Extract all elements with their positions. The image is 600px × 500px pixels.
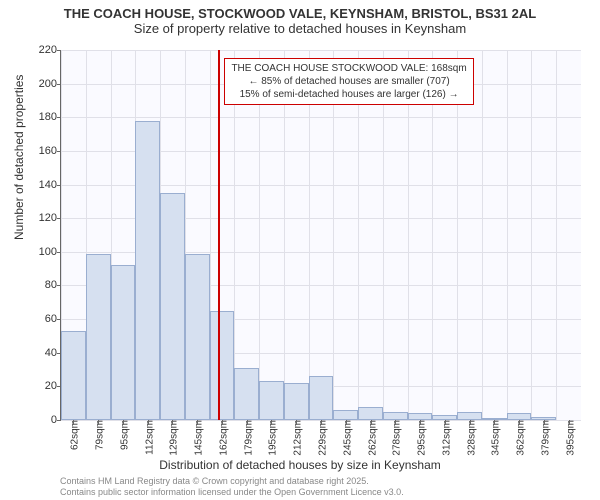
histogram-bar: [160, 193, 185, 420]
annotation-line3: 15% of semi-detached houses are larger (…: [231, 88, 466, 101]
histogram-bar: [358, 407, 383, 420]
x-tick-mark: [222, 420, 223, 424]
gridline-v: [259, 50, 260, 420]
footer-line2: Contains public sector information licen…: [60, 487, 404, 498]
x-tick-mark: [172, 420, 173, 424]
gridline-v: [358, 50, 359, 420]
histogram-bar: [507, 413, 532, 420]
gridline-v: [234, 50, 235, 420]
x-tick-mark: [346, 420, 347, 424]
gridline-v: [531, 50, 532, 420]
x-tick-mark: [296, 420, 297, 424]
histogram-bar: [457, 412, 482, 420]
histogram-bar: [111, 265, 136, 420]
x-tick-label: 229sqm: [314, 420, 329, 456]
gridline-v: [457, 50, 458, 420]
annotation-line1: THE COACH HOUSE STOCKWOOD VALE: 168sqm: [231, 62, 466, 75]
x-tick-label: 145sqm: [190, 420, 205, 456]
x-tick-label: 62sqm: [66, 420, 81, 450]
x-tick-mark: [395, 420, 396, 424]
x-tick-label: 95sqm: [115, 420, 130, 450]
x-tick-label: 328sqm: [462, 420, 477, 456]
gridline-h: [61, 50, 581, 51]
histogram-bar: [383, 412, 408, 420]
x-tick-label: 112sqm: [140, 420, 155, 455]
chart-container: THE COACH HOUSE, STOCKWOOD VALE, KEYNSHA…: [0, 0, 600, 500]
gridline-v: [333, 50, 334, 420]
x-tick-mark: [371, 420, 372, 424]
histogram-bar: [284, 383, 309, 420]
x-tick-mark: [569, 420, 570, 424]
x-tick-label: 345sqm: [487, 420, 502, 456]
x-tick-label: 79sqm: [91, 420, 106, 450]
histogram-bar: [135, 121, 160, 420]
x-tick-label: 278sqm: [388, 420, 403, 456]
x-tick-mark: [197, 420, 198, 424]
gridline-v: [284, 50, 285, 420]
x-tick-mark: [445, 420, 446, 424]
x-tick-label: 179sqm: [239, 420, 254, 456]
x-tick-mark: [123, 420, 124, 424]
x-tick-mark: [73, 420, 74, 424]
plot-area: 02040608010012014016018020022062sqm79sqm…: [60, 50, 581, 421]
footer-line1: Contains HM Land Registry data © Crown c…: [60, 476, 404, 487]
gridline-v: [432, 50, 433, 420]
x-tick-mark: [321, 420, 322, 424]
x-tick-mark: [420, 420, 421, 424]
histogram-bar: [309, 376, 334, 420]
chart-title-main: THE COACH HOUSE, STOCKWOOD VALE, KEYNSHA…: [0, 0, 600, 21]
x-axis-label: Distribution of detached houses by size …: [0, 458, 600, 472]
histogram-bar: [185, 254, 210, 421]
chart-title-sub: Size of property relative to detached ho…: [0, 21, 600, 36]
histogram-bar: [333, 410, 358, 420]
gridline-v: [507, 50, 508, 420]
gridline-v: [383, 50, 384, 420]
x-tick-mark: [247, 420, 248, 424]
annotation-line2: ← 85% of detached houses are smaller (70…: [231, 75, 466, 88]
x-tick-mark: [519, 420, 520, 424]
x-tick-label: 245sqm: [338, 420, 353, 456]
marker-line: [218, 50, 220, 420]
x-tick-label: 129sqm: [165, 420, 180, 456]
gridline-v: [556, 50, 557, 420]
histogram-bar: [210, 311, 235, 420]
y-tick-mark: [57, 420, 61, 421]
gridline-h: [61, 117, 581, 118]
x-tick-mark: [271, 420, 272, 424]
gridline-v: [309, 50, 310, 420]
x-tick-mark: [494, 420, 495, 424]
x-tick-label: 312sqm: [437, 420, 452, 456]
histogram-bar: [234, 368, 259, 420]
x-tick-mark: [470, 420, 471, 424]
x-tick-label: 195sqm: [264, 420, 279, 456]
annotation-box: THE COACH HOUSE STOCKWOOD VALE: 168sqm ←…: [224, 58, 473, 105]
y-axis-label: Number of detached properties: [12, 75, 26, 240]
x-tick-label: 212sqm: [289, 420, 304, 456]
gridline-v: [408, 50, 409, 420]
histogram-bar: [61, 331, 86, 420]
x-tick-label: 295sqm: [413, 420, 428, 456]
histogram-bar: [86, 254, 111, 421]
x-tick-label: 379sqm: [536, 420, 551, 456]
x-tick-mark: [544, 420, 545, 424]
histogram-bar: [259, 381, 284, 420]
x-tick-label: 395sqm: [561, 420, 576, 456]
footer-attribution: Contains HM Land Registry data © Crown c…: [60, 476, 404, 498]
x-tick-label: 162sqm: [214, 420, 229, 456]
x-tick-mark: [148, 420, 149, 424]
x-tick-mark: [98, 420, 99, 424]
gridline-v: [482, 50, 483, 420]
x-tick-label: 262sqm: [363, 420, 378, 456]
histogram-bar: [408, 413, 433, 420]
x-tick-label: 362sqm: [512, 420, 527, 456]
